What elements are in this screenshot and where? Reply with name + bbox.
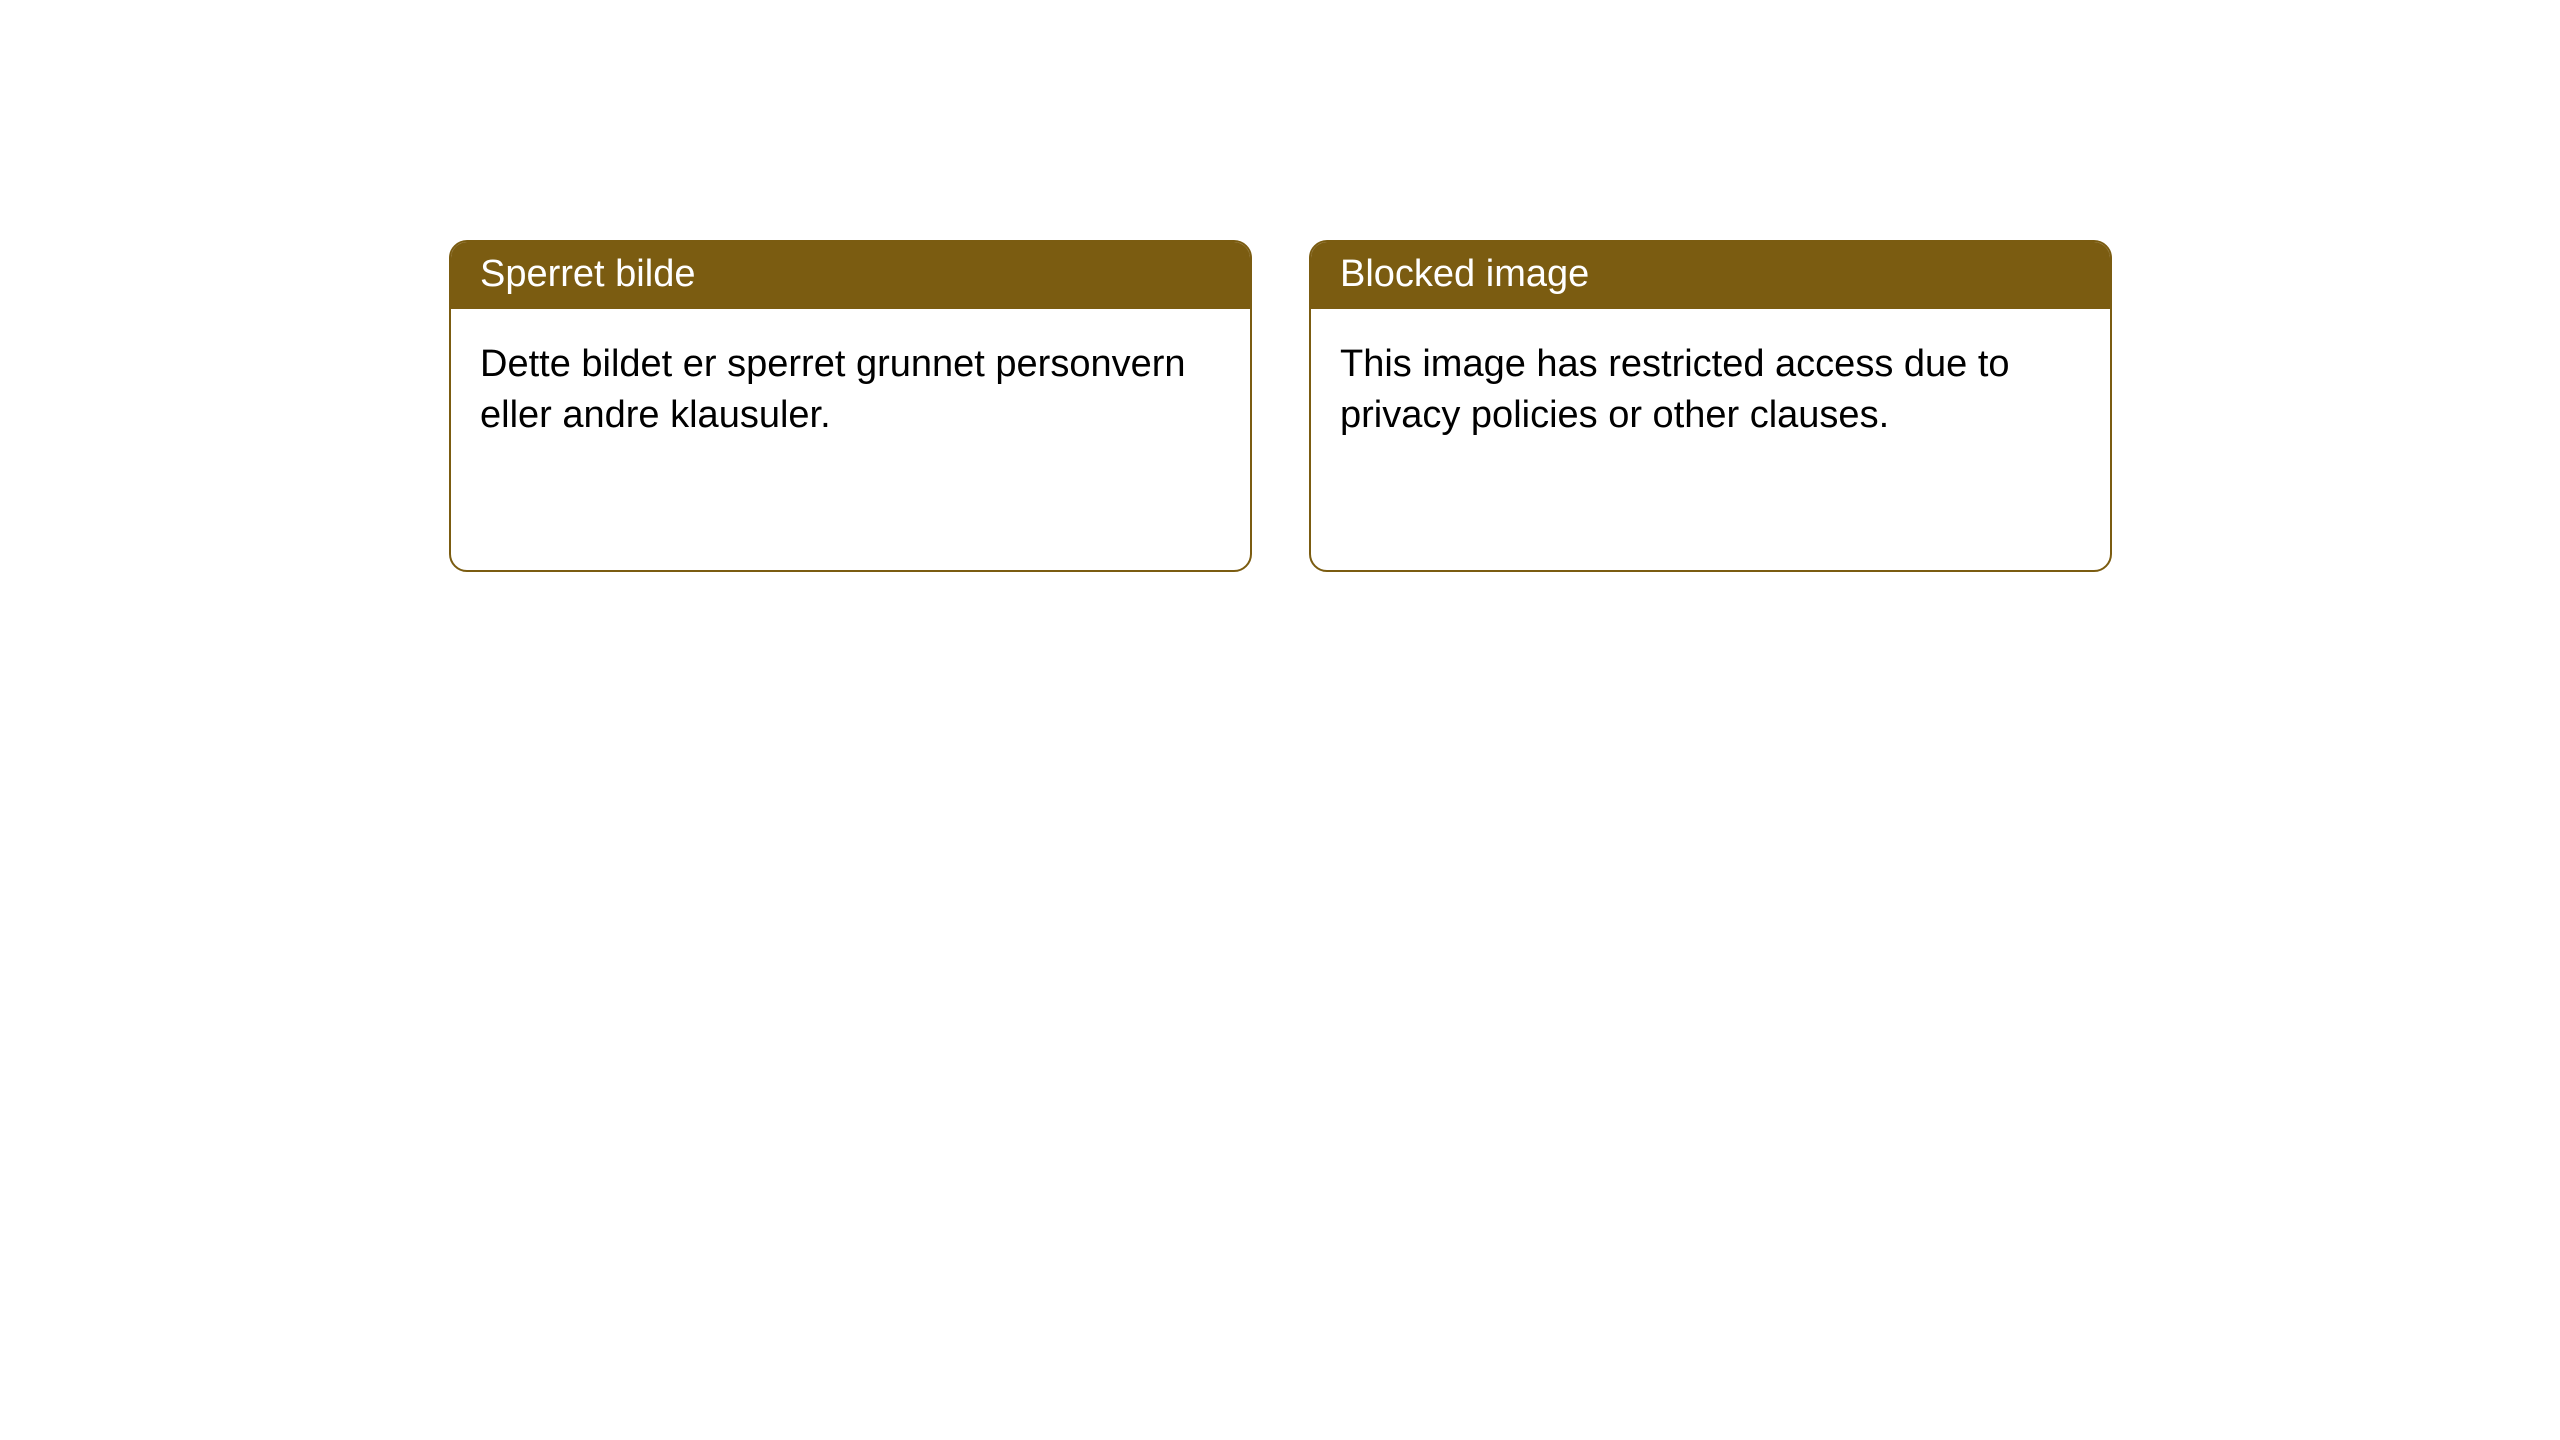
notice-body-text: Dette bildet er sperret grunnet personve… bbox=[480, 343, 1186, 436]
notice-header: Sperret bilde bbox=[451, 242, 1250, 309]
notice-body: This image has restricted access due to … bbox=[1311, 309, 2110, 472]
notice-container: Sperret bilde Dette bildet er sperret gr… bbox=[449, 240, 2112, 572]
notice-header: Blocked image bbox=[1311, 242, 2110, 309]
notice-body: Dette bildet er sperret grunnet personve… bbox=[451, 309, 1250, 472]
notice-header-text: Sperret bilde bbox=[480, 253, 695, 295]
notice-card-norwegian: Sperret bilde Dette bildet er sperret gr… bbox=[449, 240, 1252, 572]
notice-header-text: Blocked image bbox=[1340, 253, 1589, 295]
notice-body-text: This image has restricted access due to … bbox=[1340, 343, 2010, 436]
notice-card-english: Blocked image This image has restricted … bbox=[1309, 240, 2112, 572]
